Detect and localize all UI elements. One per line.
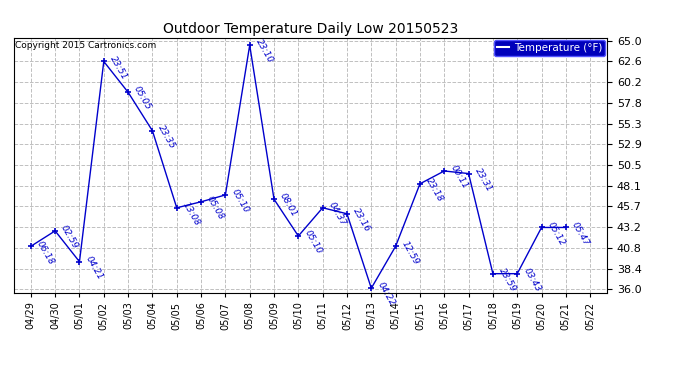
- Text: 13:08: 13:08: [181, 201, 201, 228]
- Text: 23:18: 23:18: [424, 177, 445, 204]
- Text: 23:10: 23:10: [254, 38, 275, 65]
- Text: 00:11: 00:11: [448, 164, 469, 191]
- Text: 23:31: 23:31: [473, 166, 493, 193]
- Text: 08:01: 08:01: [278, 192, 299, 219]
- Text: 05:12: 05:12: [546, 220, 566, 247]
- Text: 23:16: 23:16: [351, 207, 372, 234]
- Text: 23:59: 23:59: [497, 266, 518, 293]
- Text: 05:10: 05:10: [230, 188, 250, 215]
- Text: 04:21: 04:21: [83, 254, 104, 281]
- Text: 04:37: 04:37: [327, 201, 348, 228]
- Text: 03:43: 03:43: [522, 266, 542, 293]
- Text: 04:22: 04:22: [375, 281, 396, 308]
- Text: 05:47: 05:47: [570, 220, 591, 247]
- Title: Outdoor Temperature Daily Low 20150523: Outdoor Temperature Daily Low 20150523: [163, 22, 458, 36]
- Text: Copyright 2015 Cartronics.com: Copyright 2015 Cartronics.com: [15, 41, 156, 50]
- Text: 05:05: 05:05: [132, 85, 153, 112]
- Text: 02:59: 02:59: [59, 224, 80, 251]
- Text: 05:08: 05:08: [205, 195, 226, 222]
- Text: 12:59: 12:59: [400, 239, 421, 266]
- Text: 06:18: 06:18: [35, 239, 56, 266]
- Text: 05:10: 05:10: [302, 229, 324, 256]
- Legend: Temperature (°F): Temperature (°F): [494, 40, 605, 56]
- Text: 23:51: 23:51: [108, 54, 129, 81]
- Text: 23:35: 23:35: [157, 123, 177, 150]
